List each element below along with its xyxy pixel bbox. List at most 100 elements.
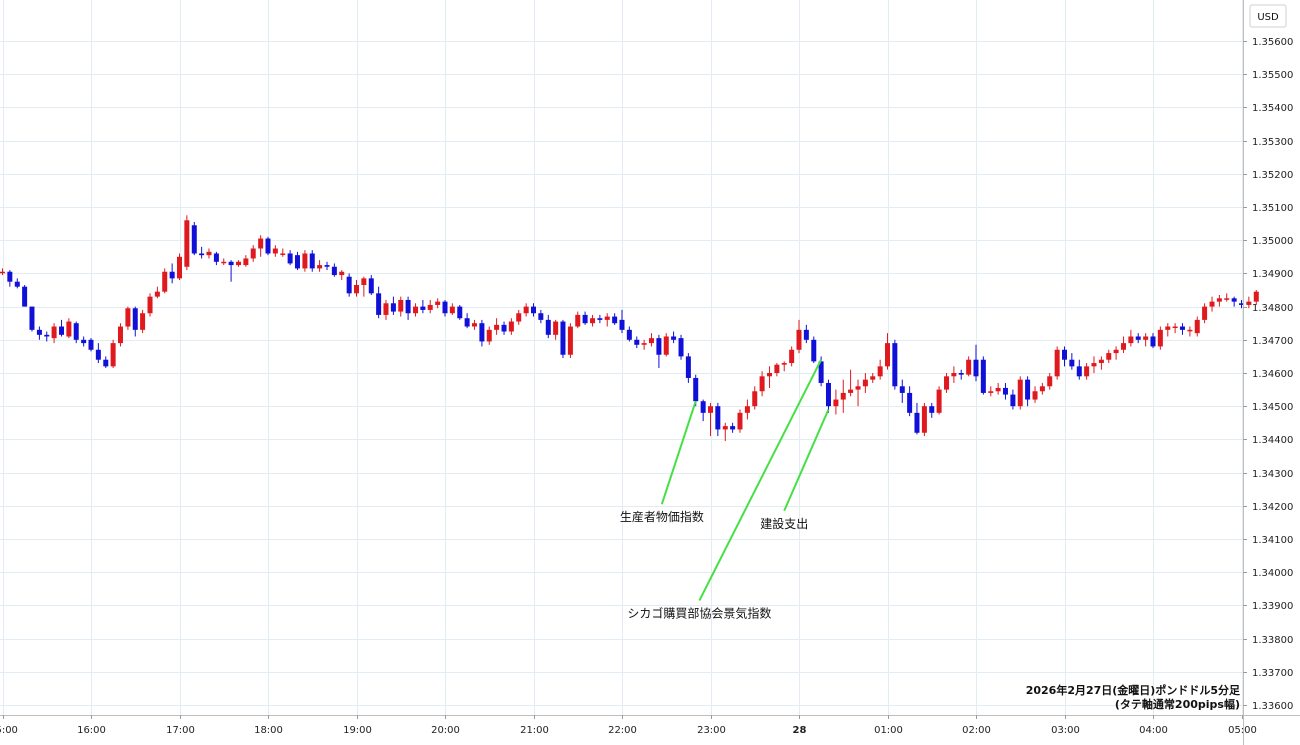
candle-body-up <box>523 306 529 314</box>
candle-body-down <box>892 343 898 387</box>
candle-body-up <box>250 248 256 259</box>
candle-body-down <box>346 276 352 294</box>
candle <box>191 221 197 256</box>
candle-body-up <box>339 271 345 276</box>
candle <box>892 339 898 390</box>
candle <box>1039 382 1045 395</box>
x-tick-label: 15:00 <box>0 725 18 736</box>
candle-body-up <box>1084 366 1090 377</box>
candle-body-up <box>944 376 950 390</box>
candle-body-up <box>848 389 854 393</box>
candle-body-down <box>693 377 699 402</box>
candle-body-up <box>921 406 927 433</box>
candle <box>1098 356 1104 370</box>
candle-body-up <box>833 399 839 407</box>
currency-unit-box[interactable] <box>1249 4 1287 28</box>
candle <box>331 263 337 277</box>
x-tick-label: 23:00 <box>697 725 726 736</box>
candle-body-up <box>280 253 286 255</box>
candle-body-up <box>486 329 492 342</box>
candle-body-down <box>213 253 219 262</box>
candle <box>966 356 972 377</box>
candle-body-down <box>811 339 817 362</box>
y-tick-label: 1.33900 <box>1252 601 1293 612</box>
candle <box>169 263 175 284</box>
candle <box>1076 359 1082 380</box>
x-tick-label: 20:00 <box>431 725 460 736</box>
candle <box>921 402 927 437</box>
candle-body-down <box>420 306 426 310</box>
candle-body-up <box>936 389 942 413</box>
candle-body-up <box>1113 349 1119 354</box>
candle-body-up <box>1165 326 1171 330</box>
candle <box>936 386 942 415</box>
candle <box>840 379 846 413</box>
candle <box>663 333 669 357</box>
candle <box>22 285 28 307</box>
candle <box>486 326 492 345</box>
caption-line-2: (タテ軸通常200pips幅) <box>1115 697 1240 711</box>
candle-body-up <box>125 308 131 327</box>
candle-body-down <box>545 319 551 335</box>
candle <box>531 303 536 317</box>
candle-body-down <box>368 278 374 294</box>
y-tick-label: 1.35300 <box>1252 137 1293 148</box>
candle <box>1113 346 1119 360</box>
candle <box>1194 316 1200 337</box>
candle-body-down <box>656 338 662 355</box>
candle <box>132 306 138 337</box>
candle <box>29 306 35 332</box>
y-tick-label: 1.33600 <box>1252 701 1293 712</box>
caption-line-1: 2026年2月27日(金曜日)ポンドドル5分足 <box>1026 683 1241 697</box>
candle-body-down <box>612 316 618 324</box>
candle <box>1084 363 1090 380</box>
candle <box>479 319 485 347</box>
y-tick-label: 1.34300 <box>1252 469 1293 480</box>
candle-body-down <box>7 271 13 282</box>
candle <box>435 298 441 309</box>
candle <box>619 309 625 334</box>
candle <box>1054 346 1060 380</box>
candle-body-up <box>1039 386 1045 392</box>
currency-unit-label: USD <box>1257 12 1279 23</box>
candle <box>693 374 699 407</box>
candle-body-up <box>1143 336 1149 340</box>
candle <box>184 215 190 271</box>
candle-body-up <box>516 313 522 322</box>
candle <box>604 313 610 327</box>
candle <box>243 255 249 267</box>
candle-body-up <box>1047 376 1053 387</box>
candle <box>685 353 691 383</box>
y-tick-label: 1.35100 <box>1252 203 1293 214</box>
candle-body-down <box>582 314 588 324</box>
candle <box>870 373 876 383</box>
candle <box>117 323 123 347</box>
candle-body-up <box>1253 291 1259 302</box>
candle-body-up <box>147 296 153 314</box>
candle-body-up <box>840 392 846 400</box>
y-tick-label: 1.35600 <box>1252 37 1293 48</box>
x-tick-label: 03:00 <box>1051 725 1080 736</box>
candle <box>811 336 817 364</box>
candle <box>781 361 787 372</box>
candle-body-up <box>1054 349 1060 377</box>
candle-body-down <box>1179 326 1185 330</box>
candle-body-up <box>759 376 765 392</box>
candle-body-up <box>1172 326 1178 329</box>
candle-body-down <box>619 319 625 330</box>
candle <box>737 409 743 433</box>
candle-body-down <box>88 339 94 350</box>
candle-body-up <box>744 406 750 413</box>
candle <box>390 296 396 315</box>
candle <box>899 379 905 403</box>
candle-body-down <box>1002 387 1008 395</box>
candle-body-up <box>1194 319 1200 334</box>
candle <box>833 389 839 415</box>
candle-body-down <box>1135 336 1141 340</box>
candle <box>221 258 227 266</box>
candle <box>501 321 507 335</box>
candle <box>1121 336 1127 354</box>
candle <box>354 280 359 297</box>
candle <box>508 318 514 335</box>
